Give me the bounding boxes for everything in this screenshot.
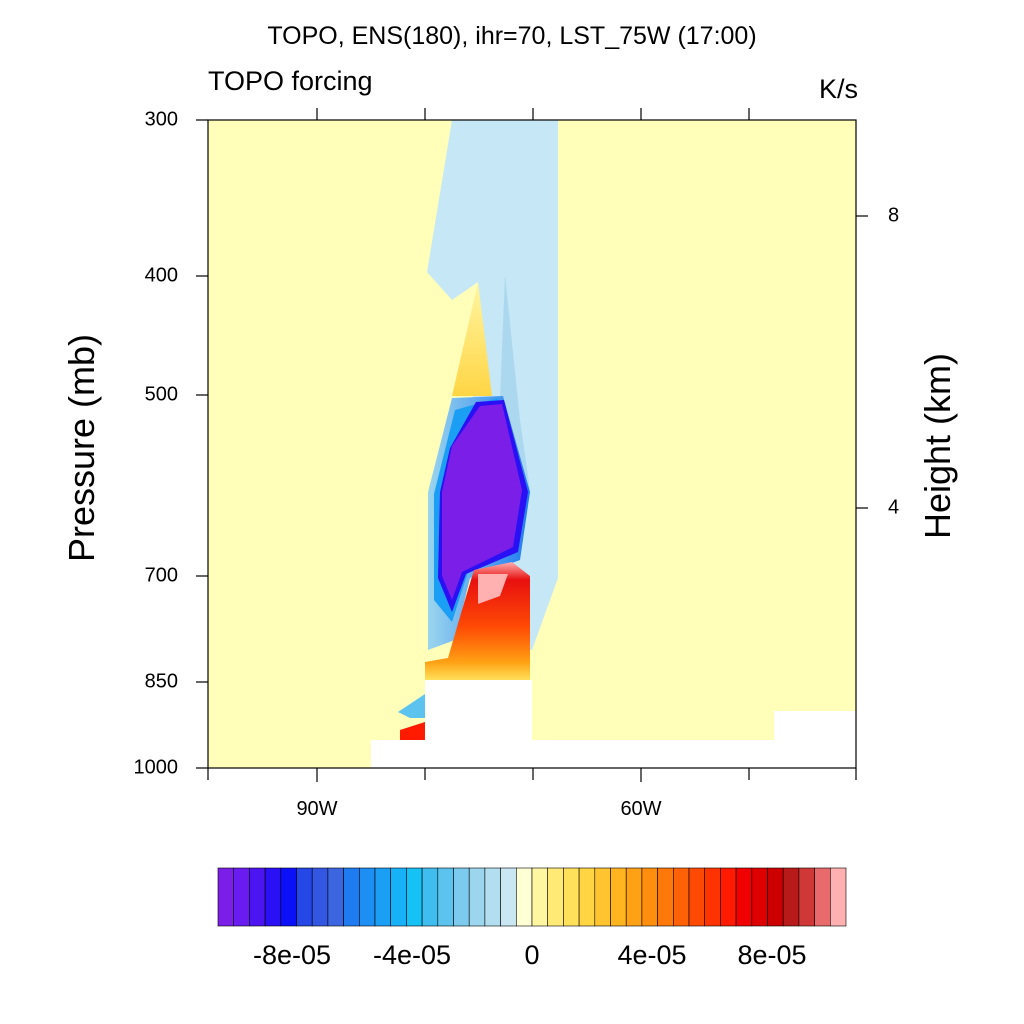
colorbar-swatch	[311, 867, 329, 927]
colorbar-swatch	[296, 867, 313, 927]
colorbar-swatch	[704, 867, 721, 927]
colorbar-swatch	[657, 867, 674, 927]
colorbar-swatch	[249, 867, 266, 927]
colorbar-swatch	[735, 867, 753, 927]
y-tick-label: 850	[144, 670, 178, 693]
colorbar-swatch	[217, 867, 234, 927]
colorbar-swatch	[578, 867, 596, 927]
x-ticks	[207, 108, 857, 782]
positive-region-lower	[400, 722, 425, 740]
x-tick-label: 90W	[296, 798, 338, 820]
colorbar-swatch	[233, 867, 250, 927]
colorbar-swatch	[610, 867, 627, 927]
colorbar-swatch	[358, 867, 376, 927]
y-tick-label: 400	[144, 264, 178, 287]
colorbar-swatch	[531, 867, 548, 927]
colorbar-swatch	[500, 867, 517, 927]
negative-region-lower	[398, 694, 425, 718]
y-right-tick-label: 8	[888, 204, 900, 227]
positive-region-upper	[452, 282, 492, 396]
colorbar-swatch	[814, 867, 831, 927]
colorbar-label: -4e-05	[372, 940, 452, 970]
colorbar-swatch	[468, 867, 486, 927]
colorbar-swatch	[688, 867, 705, 927]
colorbar-swatch	[280, 867, 297, 927]
colorbar-swatch	[720, 867, 737, 927]
colorbar-swatch	[343, 867, 360, 927]
y-ticks	[196, 119, 208, 769]
colorbar-swatch	[437, 867, 454, 927]
negative-region-core	[442, 404, 522, 600]
chart-title: TOPO, ENS(180), ihr=70, LST_75W (17:00)	[267, 22, 757, 50]
units-label: K/s	[818, 74, 858, 104]
x-tick-label: 60W	[620, 798, 662, 820]
colorbar-swatch	[515, 867, 533, 927]
y-tick-label: 300	[144, 108, 178, 131]
colorbar-swatch	[374, 867, 391, 927]
colorbar-swatch	[421, 867, 439, 927]
colorbar-label: 4e-05	[617, 940, 687, 970]
colorbar-swatch	[594, 867, 611, 927]
colorbar-swatch	[782, 867, 800, 927]
colorbar-swatch	[547, 867, 564, 927]
colorbar-swatch	[798, 867, 815, 927]
plot-frame	[207, 119, 857, 769]
y-right-ticks	[856, 215, 868, 509]
colorbar-swatch	[327, 867, 344, 927]
colorbar-label: 8e-05	[737, 940, 807, 970]
y-tick-label: 1000	[133, 756, 179, 779]
positive-region-peak	[478, 574, 508, 604]
colorbar-swatch	[563, 867, 580, 927]
colorbar-label: -8e-05	[252, 940, 332, 970]
y-right-tick-label: 4	[888, 496, 900, 519]
colorbar-swatch	[829, 867, 847, 927]
colorbar-swatch	[767, 867, 784, 927]
colorbar-swatch	[390, 867, 407, 927]
colorbar	[217, 867, 847, 927]
colorbar-swatch	[625, 867, 643, 927]
colorbar-label: 0	[524, 940, 540, 970]
left-string: TOPO forcing	[208, 66, 373, 96]
colorbar-swatch	[264, 867, 282, 927]
colorbar-swatch	[751, 867, 768, 927]
colorbar-swatch	[484, 867, 501, 927]
colorbar-swatch	[406, 867, 423, 927]
colorbar-swatch	[641, 867, 658, 927]
y-tick-label: 700	[144, 564, 178, 587]
colorbar-swatch	[672, 867, 690, 927]
y-tick-label: 500	[144, 383, 178, 406]
colorbar-swatch	[453, 867, 470, 927]
terrain-mask	[371, 680, 856, 768]
positive-region-core	[425, 562, 530, 680]
